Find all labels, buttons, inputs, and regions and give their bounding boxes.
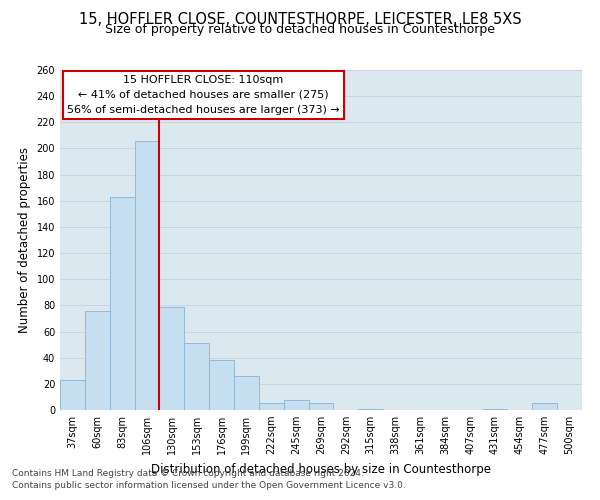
Bar — [284, 400, 308, 410]
Bar — [160, 306, 184, 410]
Text: 15, HOFFLER CLOSE, COUNTESTHORPE, LEICESTER, LE8 5XS: 15, HOFFLER CLOSE, COUNTESTHORPE, LEICES… — [79, 12, 521, 28]
Bar — [110, 197, 134, 410]
Bar — [482, 408, 508, 410]
Bar — [308, 404, 334, 410]
X-axis label: Distribution of detached houses by size in Countesthorpe: Distribution of detached houses by size … — [151, 462, 491, 475]
Bar — [85, 310, 110, 410]
Bar — [134, 140, 160, 410]
Bar — [358, 408, 383, 410]
Bar — [234, 376, 259, 410]
Bar — [259, 404, 284, 410]
Text: 15 HOFFLER CLOSE: 110sqm
← 41% of detached houses are smaller (275)
56% of semi-: 15 HOFFLER CLOSE: 110sqm ← 41% of detach… — [67, 75, 340, 114]
Bar — [532, 404, 557, 410]
Bar — [60, 380, 85, 410]
Text: Contains public sector information licensed under the Open Government Licence v3: Contains public sector information licen… — [12, 481, 406, 490]
Text: Contains HM Land Registry data © Crown copyright and database right 2024.: Contains HM Land Registry data © Crown c… — [12, 468, 364, 477]
Text: Size of property relative to detached houses in Countesthorpe: Size of property relative to detached ho… — [105, 22, 495, 36]
Y-axis label: Number of detached properties: Number of detached properties — [18, 147, 31, 333]
Bar — [184, 344, 209, 410]
Bar — [209, 360, 234, 410]
